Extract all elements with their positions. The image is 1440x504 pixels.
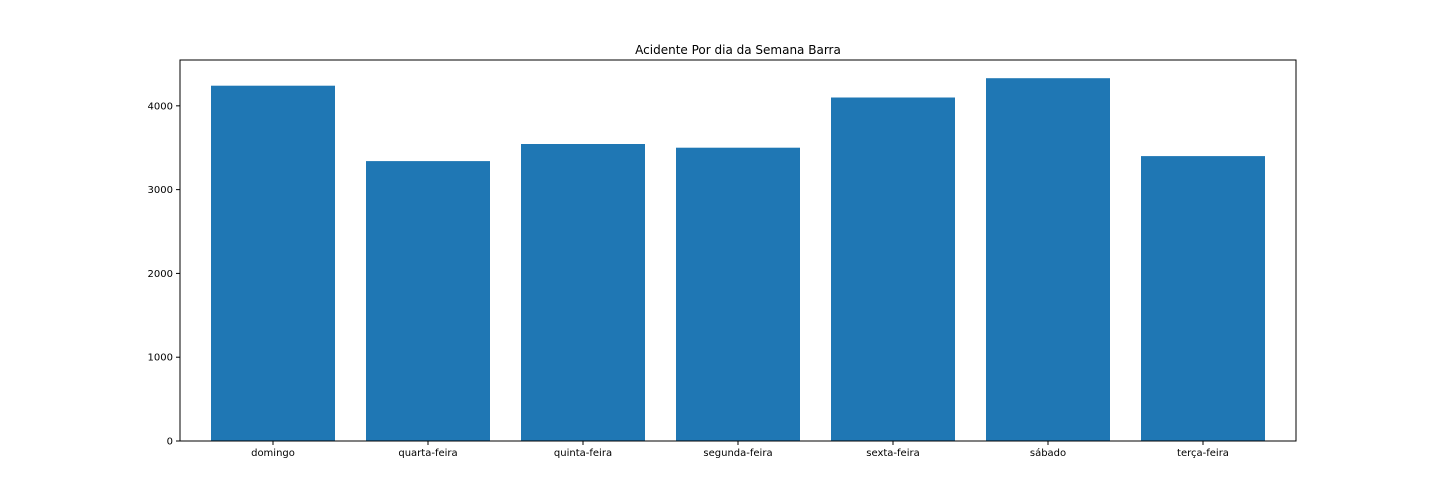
bar-sábado [986,78,1110,441]
bar-quarta-feira [366,161,490,441]
x-tick-label: sábado [1030,447,1066,459]
bar-segunda-feira [676,147,800,441]
bar-domingo [211,85,335,441]
y-tick-label: 3000 [148,185,173,196]
x-tick-label: segunda-feira [703,448,772,459]
y-axis: 0 1000 2000 3000 4000 [148,101,180,448]
plot-frame [179,59,1297,442]
x-axis: domingo quarta-feira quinta-feira segunda-f… [251,441,1229,459]
bar-terça-feira [1141,156,1265,441]
y-tick-label: 0 [167,437,173,448]
x-tick-label: sexta-feira [866,448,919,459]
x-tick-label: domingo [251,448,295,459]
x-tick-label: terça-feira [1177,448,1229,459]
x-tick-label: quinta-feira [554,448,612,459]
bars-group [211,78,1265,441]
chart-title: Acidente Por dia da Semana Barra [635,43,841,57]
bar-sexta-feira [831,97,955,441]
bar-quinta-feira [521,144,645,441]
y-tick-label: 4000 [148,101,173,112]
x-tick-label: quarta-feira [398,448,457,459]
y-tick-label: 1000 [148,353,173,364]
y-tick-label: 2000 [148,269,173,280]
